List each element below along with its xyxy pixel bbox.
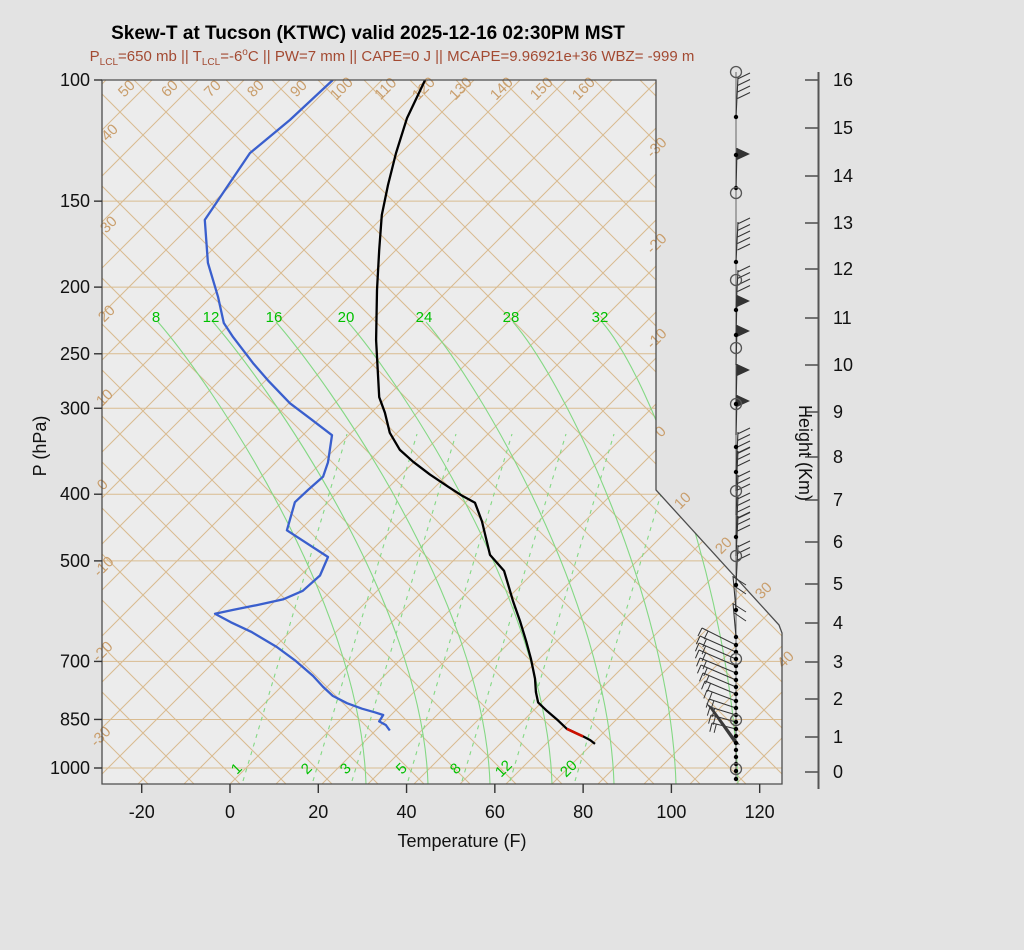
temperature-tick-label: 0 (225, 802, 235, 822)
temperature-tick-label: -20 (129, 802, 155, 822)
moist-adiabat-label: 8 (152, 309, 160, 326)
pressure-tick-label: 250 (60, 344, 90, 364)
temperature-red-segment (566, 727, 584, 738)
temperature-tick-label: 100 (656, 802, 686, 822)
plot-area (102, 80, 782, 784)
sounding-traces (203, 80, 596, 745)
moist-adiabat-label: 20 (338, 309, 355, 326)
temperature-trace (374, 80, 596, 745)
station-circle-icon (729, 273, 743, 287)
temperature-tick-label: 120 (745, 802, 775, 822)
height-tick-label: 1 (833, 727, 843, 747)
temperature-tick-label: 80 (573, 802, 593, 822)
station-circle-icon (729, 186, 743, 200)
wind-flag-icon (737, 325, 750, 337)
chart-subtitle: PLCL=650 mb || TLCL=-6oC || PW=7 mm || C… (90, 47, 695, 68)
height-tick-label: 13 (833, 213, 853, 233)
temperature-axis: -20 0 20 40 60 80 100 120 (129, 784, 775, 822)
temperature-tick-label: 20 (308, 802, 328, 822)
station-circle-icon (729, 652, 743, 666)
pressure-tick-label: 150 (60, 191, 90, 211)
plot-frame (101, 79, 783, 785)
station-circle-icon (729, 341, 743, 355)
height-tick-label: 16 (833, 70, 853, 90)
pressure-axis-title: P (hPa) (30, 416, 50, 477)
chart-title: Skew-T at Tucson (KTWC) valid 2025-12-16… (111, 23, 625, 44)
height-tick-label: 3 (833, 652, 843, 672)
pressure-tick-label: 400 (60, 484, 90, 504)
pressure-tick-label: 300 (60, 398, 90, 418)
height-tick-label: 5 (833, 574, 843, 594)
height-axis-title: Height (Km) (795, 405, 815, 501)
height-tick-label: 11 (833, 308, 852, 328)
height-tick-label: 6 (833, 532, 843, 552)
pressure-tick-label: 200 (60, 277, 90, 297)
height-tick-label: 0 (833, 762, 843, 782)
moist-adiabat-label: 16 (266, 309, 283, 326)
height-tick-label: 14 (833, 166, 853, 186)
station-circle-icon (729, 65, 743, 79)
moist-adiabat-label: 12 (203, 309, 220, 326)
height-tick-label: 7 (833, 490, 843, 510)
wind-barb-column (694, 65, 751, 782)
station-circle-icon (729, 549, 743, 563)
pressure-tick-label: 100 (60, 70, 90, 90)
wind-flag-icon (737, 364, 750, 376)
moist-adiabat-label: 28 (503, 309, 520, 326)
pressure-tick-label: 700 (60, 651, 90, 671)
pressure-axis: 100 150 200 250 300 400 500 700 850 1000 (50, 70, 102, 778)
station-circle-icon (729, 762, 743, 776)
station-circle-icon (729, 484, 743, 498)
moist-adiabat-label: 32 (592, 309, 609, 326)
pressure-tick-label: 500 (60, 551, 90, 571)
wind-flag-icon (737, 295, 750, 307)
wind-flag-icon (737, 148, 750, 160)
moist-adiabat-label: 24 (416, 309, 433, 326)
temperature-axis-title: Temperature (F) (397, 831, 526, 851)
dewpoint-trace (203, 80, 391, 732)
height-tick-label: 9 (833, 402, 843, 422)
height-tick-label: 4 (833, 613, 843, 633)
temperature-tick-label: 40 (397, 802, 417, 822)
station-circle-icon (729, 397, 743, 411)
overlapping-barb-band (706, 703, 740, 745)
station-circle-icon (729, 713, 743, 727)
height-tick-label: 2 (833, 689, 843, 709)
temperature-tick-label: 60 (485, 802, 505, 822)
pressure-tick-label: 1000 (50, 758, 90, 778)
height-tick-label: 12 (833, 259, 853, 279)
pressure-tick-label: 850 (60, 709, 90, 729)
height-tick-label: 15 (833, 118, 853, 138)
wind-flag-icon (737, 395, 750, 407)
height-tick-label: 10 (833, 355, 853, 375)
height-tick-label: 8 (833, 447, 843, 467)
